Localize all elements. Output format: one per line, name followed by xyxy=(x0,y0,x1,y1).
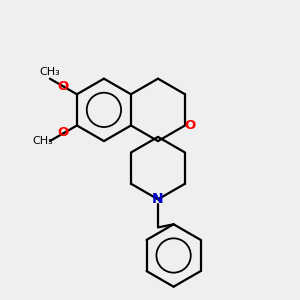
Text: CH₃: CH₃ xyxy=(40,67,60,77)
Text: O: O xyxy=(185,119,196,132)
Text: CH₃: CH₃ xyxy=(32,136,53,146)
Text: O: O xyxy=(57,126,68,140)
Text: N: N xyxy=(152,192,164,206)
Text: O: O xyxy=(57,80,68,93)
